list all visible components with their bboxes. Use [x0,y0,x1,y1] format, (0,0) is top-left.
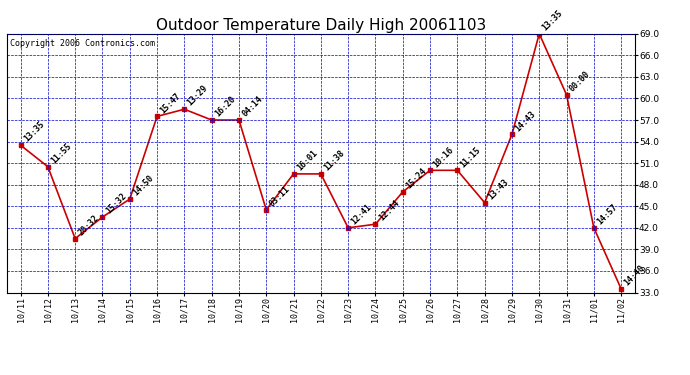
Text: 14:57: 14:57 [595,202,620,226]
Text: 03:11: 03:11 [268,184,292,209]
Text: 16:20: 16:20 [213,94,237,118]
Text: 15:24: 15:24 [404,166,428,190]
Text: 12:41: 12:41 [350,202,373,226]
Text: 00:00: 00:00 [568,69,592,93]
Title: Outdoor Temperature Daily High 20061103: Outdoor Temperature Daily High 20061103 [156,18,486,33]
Text: 14:43: 14:43 [513,109,538,133]
Text: 11:38: 11:38 [322,148,346,172]
Text: Copyright 2006 Contronics.com: Copyright 2006 Contronics.com [10,39,155,48]
Text: 20:32: 20:32 [77,213,101,237]
Text: 11:55: 11:55 [49,141,73,165]
Text: 13:35: 13:35 [541,8,564,32]
Text: 13:29: 13:29 [186,84,210,108]
Text: 14:40: 14:40 [622,264,647,288]
Text: 15:47: 15:47 [159,91,182,115]
Text: 13:43: 13:43 [486,177,510,201]
Text: 11:15: 11:15 [459,145,483,169]
Text: 04:14: 04:14 [240,94,264,118]
Text: 14:50: 14:50 [131,174,155,198]
Text: 12:44: 12:44 [377,199,401,223]
Text: 15:32: 15:32 [104,192,128,216]
Text: 13:35: 13:35 [22,120,46,144]
Text: 16:01: 16:01 [295,148,319,172]
Text: 10:16: 10:16 [431,145,455,169]
